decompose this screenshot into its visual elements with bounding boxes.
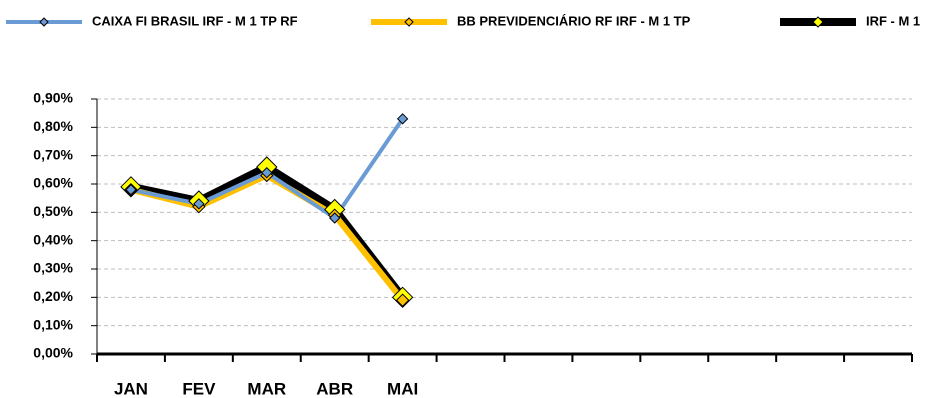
y-tick-label: 0,30% (33, 260, 73, 276)
y-tick-label: 0,90% (33, 90, 73, 106)
marker (396, 113, 409, 125)
marker (261, 166, 273, 179)
legend-label: BB PREVIDENCIÁRIO RF IRF - M 1 TP (457, 13, 691, 28)
y-tick-label: 0,00% (33, 345, 73, 361)
legend-marker (812, 16, 824, 28)
y-tick-label: 0,60% (33, 175, 73, 191)
y-tick-label: 0,10% (33, 316, 73, 332)
series-line (130, 163, 406, 300)
marker (193, 198, 205, 210)
y-tick-label: 0,50% (33, 203, 73, 219)
y-tick-label: 0,40% (33, 231, 73, 247)
marker (395, 293, 410, 307)
marker (125, 183, 137, 196)
legend-label: IRF - M 1 (866, 13, 920, 28)
x-tick-label: ABR (316, 379, 353, 398)
y-tick-label: 0,20% (33, 288, 73, 304)
y-tick-label: 0,80% (33, 118, 73, 134)
x-tick-label: JAN (114, 379, 148, 398)
x-tick-label: MAI (387, 379, 418, 398)
x-tick-label: FEV (182, 379, 216, 398)
legend-marker (39, 17, 49, 27)
marker (329, 212, 341, 224)
legend-label: CAIXA FI BRASIL IRF - M 1 TP RF (92, 13, 298, 28)
legend-marker (404, 17, 414, 27)
x-tick-label: MAR (247, 379, 286, 398)
y-tick-label: 0,70% (33, 146, 73, 162)
